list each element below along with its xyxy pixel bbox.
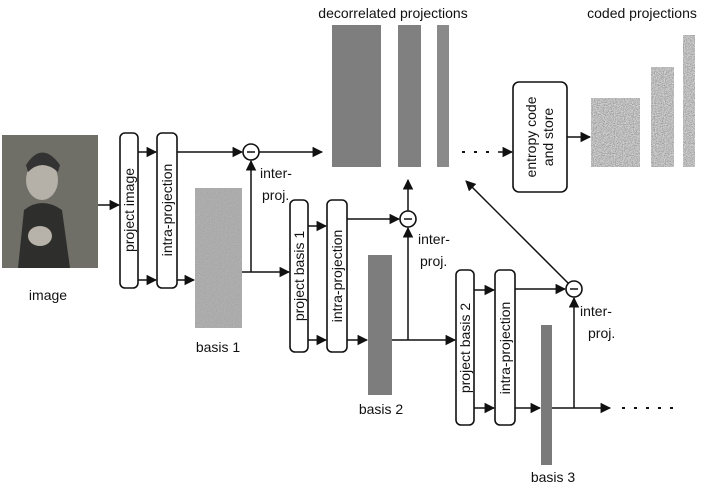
intra-label: intra-projection (159, 164, 175, 257)
input-image (2, 135, 98, 268)
header: decorrelated projections (318, 5, 467, 21)
inter-label: proj. (262, 187, 289, 203)
basis-label: basis 2 (359, 401, 404, 417)
intra-box (156, 132, 178, 289)
project-label: project image (121, 168, 137, 252)
entropy-label: entropy code (523, 96, 539, 177)
inter-label: proj. (588, 325, 615, 341)
basis-label: basis 3 (531, 469, 576, 485)
entropy-label: and store (540, 108, 556, 167)
basis (541, 325, 552, 465)
intra-label: intra-projection (329, 230, 345, 323)
inter-label: proj. (420, 253, 447, 269)
coded-projection (591, 98, 640, 167)
project-box (119, 132, 139, 289)
intra-box (326, 199, 348, 353)
project-label: project basis 1 (291, 231, 307, 321)
inter-label: inter- (580, 303, 612, 319)
coded-projection (683, 35, 695, 167)
basis (368, 255, 392, 395)
project-label: project basis 2 (457, 303, 473, 393)
intra-box (494, 269, 516, 426)
inter-label: inter- (418, 231, 450, 247)
project-box (455, 269, 475, 426)
inter-label: inter- (260, 165, 292, 181)
image-label: image (29, 287, 67, 303)
coded-projection (651, 67, 674, 167)
basis-label: basis 1 (196, 339, 241, 355)
projection (437, 25, 449, 167)
project-box (289, 199, 309, 353)
header: coded projections (587, 5, 697, 21)
projection (398, 25, 421, 167)
intra-label: intra-projection (497, 302, 513, 395)
projection (332, 25, 381, 167)
